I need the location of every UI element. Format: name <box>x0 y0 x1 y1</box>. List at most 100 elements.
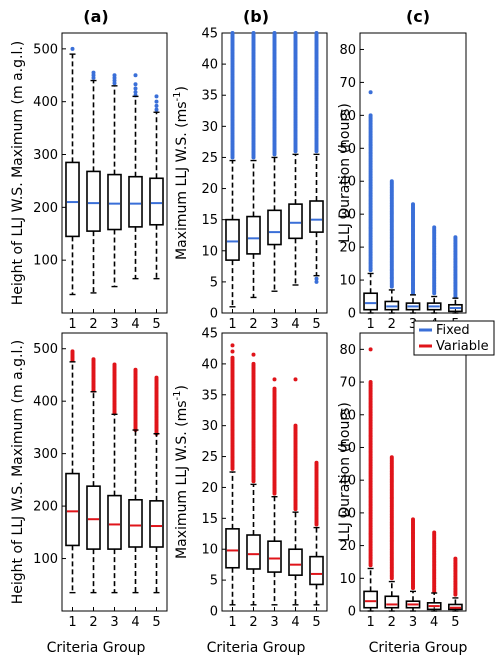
y-tick-label: 45 <box>201 27 218 42</box>
iqr-box <box>288 203 303 240</box>
y-tick-label: 100 <box>33 552 58 567</box>
x-tick-label: 1 <box>68 317 76 332</box>
outlier-point <box>91 70 96 75</box>
y-tick-label: 40 <box>339 175 356 190</box>
iqr-box <box>246 534 261 570</box>
iqr-box <box>363 292 378 311</box>
outlier-point <box>230 355 235 360</box>
chart-a-top: 100 200 300 400 500 1 2 3 4 5 Height of LLJ W.S. M… <box>10 32 168 332</box>
x-tick-label: 2 <box>89 615 97 630</box>
box-5 <box>149 94 164 280</box>
iqr-box <box>448 603 463 611</box>
box-5 <box>448 556 463 612</box>
iqr-box <box>107 173 122 231</box>
iqr-box <box>384 595 400 609</box>
y-tick-label: 50 <box>339 441 356 456</box>
y-tick-label: 45 <box>201 327 218 342</box>
x-axis-label-c: Criteria Group <box>369 640 468 656</box>
iqr-box <box>448 303 463 313</box>
outlier-point <box>251 31 256 35</box>
outlier-point <box>133 86 138 91</box>
outlier-point <box>368 90 373 95</box>
x-tick-label: 1 <box>68 615 76 630</box>
box-1 <box>225 343 240 606</box>
outlier-point <box>368 113 373 118</box>
y-tick-label: 10 <box>201 244 218 259</box>
y-tick-label: 70 <box>339 376 356 391</box>
x-axis-label-a: Criteria Group <box>47 640 146 656</box>
x-tick-label: 1 <box>228 615 236 630</box>
x-axis-label-b: Criteria Group <box>207 640 306 656</box>
y-tick-label: 5 <box>210 275 218 290</box>
outlier-point <box>432 530 437 535</box>
legend-label-variable: Variable <box>436 339 489 354</box>
box-2 <box>384 455 400 612</box>
iqr-box <box>309 200 324 233</box>
box-3 <box>405 517 421 612</box>
y-tick-label: 25 <box>201 151 218 166</box>
x-tick-label: 4 <box>291 615 299 630</box>
box-1 <box>65 349 80 594</box>
outlier-point <box>154 107 159 112</box>
y-tick-label: 30 <box>201 120 218 135</box>
box-5 <box>149 375 164 594</box>
outlier-point <box>314 460 319 465</box>
outlier-point <box>230 343 235 348</box>
outlier-point <box>154 94 159 99</box>
y-tick-label: 400 <box>33 395 58 410</box>
panel-title-c: (c) <box>406 7 430 26</box>
y-tick-label: 5 <box>210 574 218 589</box>
x-tick-label: 2 <box>89 317 97 332</box>
y-tick-label: 400 <box>33 95 58 110</box>
box-2 <box>86 70 101 294</box>
y-tick-label: 30 <box>201 419 218 434</box>
outlier-point <box>368 347 373 352</box>
y-tick-label: 25 <box>201 450 218 465</box>
legend-box <box>413 320 495 356</box>
y-tick-label: 70 <box>339 76 356 91</box>
iqr-box <box>246 215 261 255</box>
iqr-box <box>128 498 143 548</box>
outlier-point <box>91 357 96 362</box>
box-2 <box>246 352 261 606</box>
outlier-point <box>293 423 298 428</box>
y-tick-label: 50 <box>339 142 356 157</box>
y-tick-label: 30 <box>339 506 356 521</box>
y-tick-label: 15 <box>201 512 218 527</box>
x-tick-label: 5 <box>451 615 459 630</box>
y-tick-label: 20 <box>339 539 356 554</box>
outlier-point <box>70 349 75 354</box>
outlier-point <box>272 377 277 382</box>
y-axis-label: Height of LLJ W.S. Maximum (m a.g.l.) <box>10 41 26 305</box>
iqr-box <box>149 177 164 226</box>
x-tick-label: 3 <box>409 317 417 332</box>
box-1 <box>225 31 240 308</box>
iqr-box <box>86 485 101 550</box>
outlier-point <box>70 46 75 51</box>
iqr-box <box>65 161 80 238</box>
iqr-box <box>384 300 400 311</box>
y-tick-label: 10 <box>339 274 356 289</box>
iqr-box <box>149 500 164 548</box>
y-tick-label: 100 <box>33 254 58 269</box>
outlier-point <box>314 276 319 281</box>
outlier-point <box>453 556 458 561</box>
box-3 <box>267 377 282 606</box>
outlier-point <box>251 361 256 366</box>
box-4 <box>288 31 303 286</box>
panel-title-b: (b) <box>243 7 269 26</box>
iqr-box <box>405 302 421 311</box>
y-tick-label: 10 <box>201 543 218 558</box>
box-2 <box>246 31 261 299</box>
y-tick-label: 0 <box>348 307 356 322</box>
x-tick-label: 2 <box>388 615 396 630</box>
outlier-point <box>230 349 235 354</box>
x-tick-label: 3 <box>110 317 118 332</box>
y-tick-label: 0 <box>210 307 218 322</box>
x-tick-label: 3 <box>409 615 417 630</box>
box-1 <box>363 90 378 314</box>
y-tick-label: 20 <box>201 481 218 496</box>
iqr-box <box>288 548 303 576</box>
